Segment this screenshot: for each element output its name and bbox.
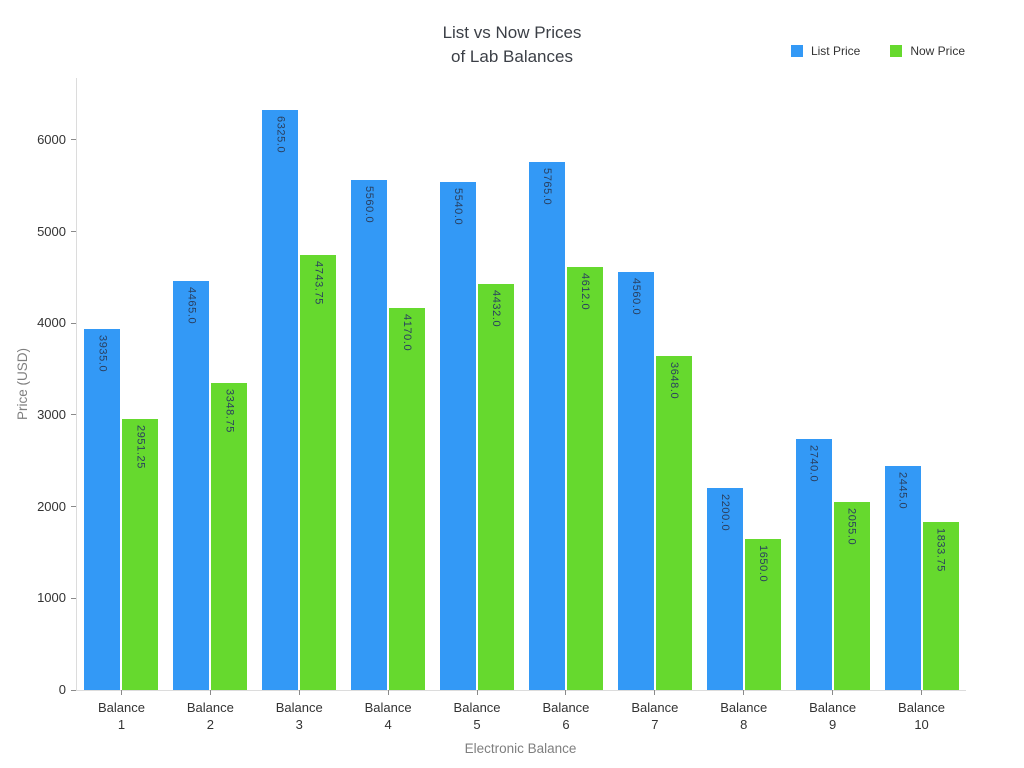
bar-value-label: 6325.0 (274, 116, 287, 154)
bar-list-price[interactable]: 5540.0 (440, 182, 477, 690)
bar-now-price[interactable]: 4432.0 (478, 283, 515, 690)
bar-list-price[interactable]: 2200.0 (706, 488, 743, 690)
bar-value-label: 4170.0 (401, 313, 414, 351)
x-tick (120, 690, 122, 695)
x-tick (921, 690, 923, 695)
bar-list-price[interactable]: 5560.0 (351, 180, 388, 690)
y-tick (71, 322, 76, 324)
bar-value-label: 2951.25 (134, 425, 147, 470)
plot-area[interactable]: 0 1000 2000 3000 4000 5000 6000 Balance 1 Balance… (37, 78, 966, 732)
list-price-swatch-icon (790, 45, 803, 57)
y-tick (71, 139, 76, 141)
bar-now-price[interactable]: 1833.75 (922, 521, 959, 690)
bar-list-price[interactable]: 2445.0 (884, 465, 921, 690)
x-tick-label: Balance 10 (898, 700, 946, 732)
now-price-swatch-icon (890, 45, 903, 57)
bar-value-label: 2200.0 (718, 494, 731, 532)
legend-item-list-price[interactable]: List Price (790, 44, 861, 58)
y-tick-label: 0 (58, 682, 66, 697)
x-tick (832, 690, 834, 695)
y-tick-label: 5000 (37, 223, 66, 239)
x-tick-label: Balance 5 (453, 700, 501, 732)
x-tick-label: Balance 9 (809, 700, 857, 732)
chart-title-line2: of Lab Balances (451, 47, 573, 66)
y-tick (71, 414, 76, 416)
bar-value-label: 2055.0 (845, 507, 858, 545)
bar-list-price[interactable]: 5765.0 (528, 161, 565, 690)
bar-list-price[interactable]: 6325.0 (262, 110, 299, 690)
bar-now-price[interactable]: 4612.0 (566, 267, 603, 690)
bar-value-label: 4743.75 (312, 261, 325, 306)
bar-value-label: 4560.0 (629, 277, 642, 316)
y-tick (71, 597, 76, 599)
bar-value-label: 3348.75 (223, 389, 236, 433)
x-tick (654, 690, 656, 695)
bar-now-price[interactable]: 3348.75 (211, 383, 248, 690)
bar-value-label: 4465.0 (185, 286, 198, 324)
x-tick (476, 690, 478, 695)
x-tick (565, 690, 567, 695)
y-tick-label: 4000 (37, 315, 66, 331)
x-tick (209, 690, 211, 695)
bar-value-label: 2445.0 (896, 471, 909, 510)
bar-value-label: 1650.0 (756, 544, 769, 582)
chart-title: List vs Now Prices of Lab Balances (0, 21, 1024, 69)
y-axis-title: Price (USD) (15, 347, 30, 421)
bar-value-label: 5540.0 (452, 188, 465, 226)
bar-value-label: 3935.0 (96, 335, 109, 373)
legend-item-now-price[interactable]: Now Price (890, 44, 965, 58)
x-tick (743, 690, 745, 695)
legend-label: List Price (810, 44, 861, 58)
bar-value-label: 4612.0 (578, 273, 591, 311)
bar-value-label: 1833.75 (934, 527, 947, 572)
y-tick (71, 231, 76, 233)
x-tick-label: Balance 2 (186, 700, 234, 732)
bar-now-price[interactable]: 2951.25 (122, 419, 159, 690)
y-tick-label: 1000 (37, 590, 66, 606)
y-tick (71, 689, 76, 691)
x-tick-label: Balance 3 (275, 700, 323, 732)
bar-list-price[interactable]: 4465.0 (173, 280, 210, 690)
x-tick (387, 690, 389, 695)
y-tick-label: 2000 (37, 498, 66, 514)
bar-now-price[interactable]: 4743.75 (300, 255, 337, 690)
bar-value-label: 5765.0 (540, 167, 553, 205)
x-tick-label: Balance 6 (542, 700, 590, 732)
bar-value-label: 2740.0 (807, 444, 820, 483)
bar-list-price[interactable]: 3935.0 (84, 329, 121, 690)
legend-label: Now Price (910, 44, 965, 58)
x-tick-label: Balance 8 (720, 700, 768, 732)
x-axis-title: Electronic Balance (464, 741, 577, 756)
x-tick-label: Balance 1 (97, 700, 145, 732)
chart-title-line1: List vs Now Prices (442, 23, 582, 42)
y-tick-label: 6000 (37, 131, 66, 147)
bar-value-label: 3648.0 (667, 361, 680, 399)
bar-now-price[interactable]: 2055.0 (833, 501, 870, 690)
bar-value-label: 4432.0 (490, 289, 503, 327)
x-tick-label: Balance 4 (364, 700, 412, 732)
x-tick (298, 690, 300, 695)
y-tick-label: 3000 (37, 406, 66, 422)
bar-list-price[interactable]: 2740.0 (795, 438, 832, 690)
legend: List Price Now Price (790, 44, 965, 58)
bar-now-price[interactable]: 4170.0 (389, 307, 426, 690)
bar-now-price[interactable]: 1650.0 (744, 538, 781, 690)
bar-now-price[interactable]: 3648.0 (655, 355, 692, 690)
x-tick-label: Balance 7 (631, 700, 679, 732)
bar-value-label: 5560.0 (363, 186, 376, 224)
y-tick (71, 506, 76, 508)
bar-list-price[interactable]: 4560.0 (617, 271, 654, 690)
